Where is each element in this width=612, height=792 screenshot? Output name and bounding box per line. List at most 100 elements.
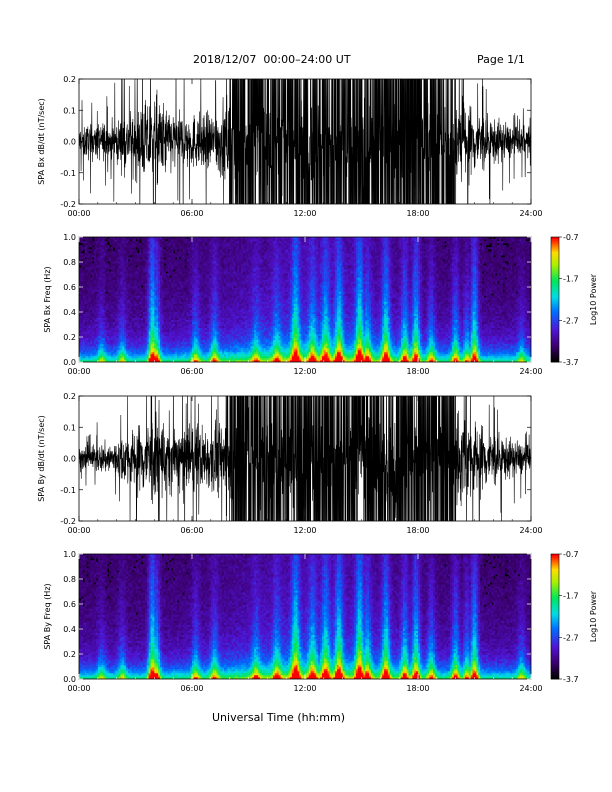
heatmap-cell — [208, 283, 212, 286]
heatmap-cell — [167, 331, 170, 335]
heatmap-cell — [161, 339, 165, 343]
heatmap-cell — [88, 269, 91, 272]
heatmap-cell — [159, 323, 163, 327]
heatmap-cell — [222, 311, 225, 314]
heatmap-cell — [205, 267, 208, 270]
heatmap-cell — [229, 329, 232, 333]
heatmap-cell — [109, 295, 112, 298]
heatmap-cell — [116, 293, 119, 296]
heatmap-cell — [216, 271, 219, 274]
heatmap-cell — [163, 311, 166, 314]
heatmap-cell — [148, 341, 151, 345]
heatmap-cell — [103, 245, 106, 248]
heatmap-cell — [86, 359, 89, 362]
heatmap-cell — [103, 349, 106, 353]
heatmap-cell — [114, 275, 117, 278]
heatmap-cell — [152, 273, 155, 276]
heatmap-cell — [122, 321, 125, 324]
heatmap-cell — [158, 311, 161, 314]
heatmap-cell — [169, 347, 172, 351]
heatmap-cell — [175, 247, 178, 250]
heatmap-cell — [94, 319, 97, 322]
heatmap-cell — [156, 325, 159, 329]
heatmap-cell — [94, 283, 97, 286]
heatmap-cell — [165, 313, 168, 316]
heatmap-cell — [218, 285, 221, 288]
heatmap-cell — [193, 343, 197, 347]
heatmap-cell — [227, 247, 230, 250]
heatmap-cell — [131, 315, 134, 318]
heatmap-cell — [205, 309, 208, 312]
heatmap-cell — [137, 353, 140, 357]
heatmap-cell — [124, 287, 127, 290]
heatmap-cell — [188, 287, 191, 290]
heatmap-cell — [94, 291, 97, 294]
heatmap-cell — [203, 349, 206, 353]
heatmap-cell — [92, 277, 95, 280]
heatmap-cell — [176, 267, 180, 270]
heatmap-cell — [116, 285, 119, 288]
heatmap-cell — [90, 283, 93, 286]
heatmap-cell — [118, 295, 121, 298]
heatmap-cell — [80, 329, 84, 333]
heatmap-cell — [193, 313, 197, 316]
heatmap-cell — [203, 289, 206, 292]
heatmap-cell — [146, 325, 149, 329]
heatmap-cell — [158, 251, 161, 254]
heatmap-cell — [158, 357, 161, 361]
heatmap-cell — [154, 311, 157, 314]
heatmap-cell — [214, 329, 217, 333]
heatmap-cell — [101, 349, 104, 353]
heatmap-cell — [156, 255, 159, 258]
heatmap-cell — [207, 325, 210, 329]
heatmap-cell — [116, 291, 119, 294]
heatmap-cell — [175, 297, 178, 300]
heatmap-cell — [124, 247, 127, 250]
heatmap-cell — [88, 283, 91, 286]
heatmap-cell — [146, 341, 149, 345]
heatmap-cell — [116, 341, 119, 345]
heatmap-cell — [171, 253, 174, 256]
heatmap-cell — [116, 323, 119, 327]
heatmap-cell — [222, 261, 225, 264]
heatmap-cell — [101, 321, 104, 324]
heatmap-cell — [173, 289, 176, 292]
heatmap-cell — [95, 267, 99, 270]
heatmap-cell — [201, 315, 204, 318]
heatmap-cell — [99, 319, 102, 322]
heatmap-cell — [212, 267, 215, 270]
heatmap-cell — [218, 329, 221, 333]
heatmap-cell — [120, 305, 123, 308]
heatmap-cell — [154, 295, 157, 298]
heatmap-cell — [99, 323, 102, 327]
heatmap-cell — [161, 287, 165, 290]
heatmap-cell — [137, 287, 140, 290]
heatmap-cell — [180, 297, 183, 300]
heatmap-cell — [201, 311, 204, 314]
heatmap-cell — [109, 331, 112, 335]
heatmap-cell — [94, 353, 97, 357]
heatmap-cell — [201, 355, 204, 359]
heatmap-cell — [112, 343, 116, 347]
heatmap-cell — [79, 259, 82, 262]
heatmap-cell — [133, 261, 136, 264]
heatmap-cell — [79, 289, 82, 292]
heatmap-cell — [107, 341, 110, 345]
heatmap-cell — [84, 287, 87, 290]
heatmap-cell — [82, 275, 85, 278]
heatmap-cell — [171, 349, 174, 353]
heatmap-cell — [131, 343, 134, 347]
heatmap-cell — [84, 323, 87, 327]
heatmap-cell — [114, 357, 117, 361]
heatmap-cell — [146, 355, 149, 359]
heatmap-cell — [220, 335, 223, 339]
heatmap-cell — [216, 325, 219, 329]
heatmap-cell — [146, 261, 149, 264]
heatmap-cell — [201, 245, 204, 248]
heatmap-cell — [82, 349, 85, 353]
heatmap-cell — [112, 357, 116, 361]
heatmap-cell — [216, 339, 219, 343]
heatmap-cell — [99, 307, 102, 310]
heatmap-cell — [218, 345, 221, 349]
heatmap-cell — [163, 279, 166, 282]
